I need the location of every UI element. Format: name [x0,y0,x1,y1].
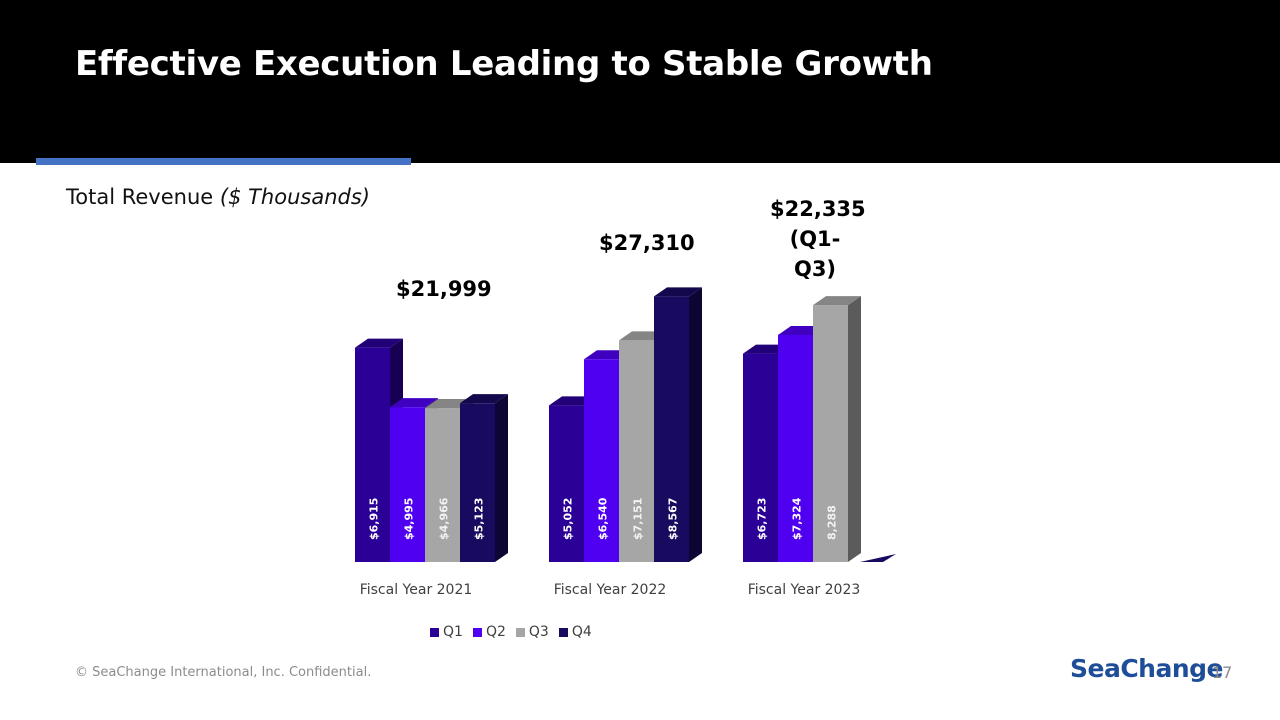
bar-front [355,347,390,562]
total-label-fy2023: $22,335 (Q1-Q3) [770,194,866,284]
total-note: (Q1-Q3) [789,227,841,281]
legend-item-q3: Q3 [515,624,549,640]
bar-top [460,394,508,404]
legend-label: Q4 [571,624,592,640]
legend-label: Q2 [485,624,506,640]
data-label: $8,567 [667,498,680,540]
data-label: $5,123 [473,498,486,540]
legend-label: Q1 [443,624,463,640]
bar-top [813,296,861,306]
bar-front [778,334,813,562]
bar-front [425,408,460,562]
subtitle-unit: ($ Thousands) [219,185,370,209]
floor-shadow [860,554,896,562]
slide-title: Effective Execution Leading to Stable Gr… [75,44,933,84]
seachange-logo: SeaChange [1070,654,1224,683]
bar-top [654,287,702,297]
footer-copyright: © SeaChange International, Inc. Confiden… [75,665,372,680]
total-label-fy2021: $21,999 [396,274,492,304]
bar-q4-1 [654,287,702,562]
data-label: $5,052 [562,498,575,540]
bar-front [654,296,689,562]
bar-front [390,407,425,562]
bar-side [848,296,861,562]
data-label: 8,288 [826,505,839,540]
legend-item-q4: Q4 [558,624,592,640]
bar-q3-2 [813,296,861,562]
bar-top [355,338,403,348]
legend-swatch [472,627,482,637]
bar-top [390,398,438,408]
bar-front [743,353,778,562]
total-value: $21,999 [396,277,492,301]
total-value: $22,335 [770,197,866,221]
legend-swatch [515,627,525,637]
bar-front [813,305,848,562]
data-label: $6,540 [597,497,610,540]
total-label-fy2022: $27,310 [599,228,695,258]
chart-legend: Q1 Q2 Q3 Q4 [430,624,592,640]
data-label: $4,995 [403,498,416,540]
header-band: Effective Execution Leading to Stable Gr… [0,0,1280,163]
category-label: Fiscal Year 2021 [360,582,473,598]
bar-side [495,394,508,562]
bar-side [689,287,702,562]
legend-label: Q3 [528,624,549,640]
category-label: Fiscal Year 2023 [748,582,861,598]
data-label: $7,151 [632,498,645,540]
data-label: $4,966 [438,497,451,540]
subtitle-text: Total Revenue [66,185,214,209]
data-label: $6,915 [368,498,381,540]
category-label: Fiscal Year 2022 [554,582,667,598]
legend-item-q2: Q2 [472,624,506,640]
legend-item-q1: Q1 [430,624,463,640]
bar-front [619,340,654,562]
legend-swatch [558,627,568,637]
total-value: $27,310 [599,231,695,255]
data-label: $7,324 [791,497,804,540]
bar-front [549,405,584,562]
legend-swatch [430,627,439,637]
page-number: 17 [1212,663,1233,682]
bar-front [460,403,495,562]
bar-front [584,359,619,562]
data-label: $6,723 [756,498,769,540]
accent-bar [36,158,411,165]
bar-q4-0 [460,394,508,562]
chart-subtitle: Total Revenue ($ Thousands) [66,185,370,209]
